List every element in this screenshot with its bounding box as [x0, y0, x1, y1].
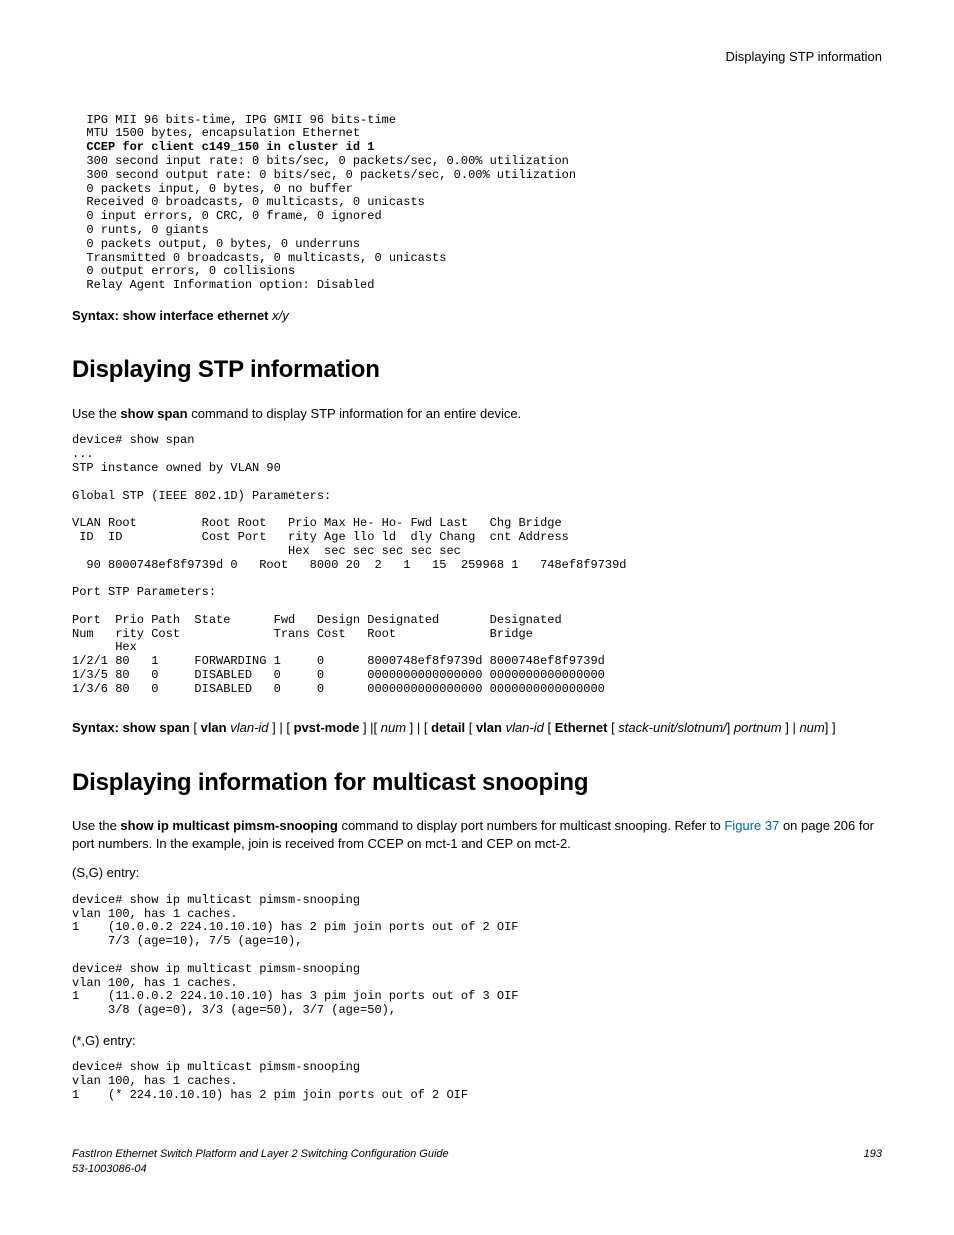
s2l: vlan — [476, 720, 502, 735]
p-stp-cmd: show span — [120, 406, 187, 421]
code-block-sg: device# show ip multicast pimsm-snooping… — [72, 894, 882, 1018]
heading-stp: Displaying STP information — [72, 354, 882, 386]
code1-pre: IPG MII 96 bits-time, IPG GMII 96 bits-t… — [72, 113, 396, 141]
p-stp-1a: Use the — [72, 406, 120, 421]
footer-page-number: 193 — [864, 1147, 882, 1177]
s2p: [ — [607, 720, 618, 735]
syntax-line-1: Syntax: show interface ethernet x/y — [72, 307, 882, 325]
code1-after: 300 second input rate: 0 bits/sec, 0 pac… — [72, 154, 576, 292]
syntax1-italic: x/y — [269, 308, 289, 323]
s2q: stack-unit/slotnum/ — [618, 720, 726, 735]
s2g: ] |[ — [359, 720, 380, 735]
code-block-star-g: device# show ip multicast pimsm-snooping… — [72, 1061, 882, 1102]
code-block-span: device# show span ... STP instance owned… — [72, 434, 882, 696]
s2n: [ — [544, 720, 555, 735]
s2b: [ — [190, 720, 201, 735]
syntax1-prefix: Syntax: show interface ethernet — [72, 308, 269, 323]
s2i: ] | [ — [406, 720, 431, 735]
s2a: Syntax: show span — [72, 720, 190, 735]
s2e: ] | [ — [269, 720, 294, 735]
s2u: num — [799, 720, 824, 735]
code1-bold-line: CCEP for client c149_150 in cluster id 1 — [72, 140, 374, 154]
mc-cmd: show ip multicast pimsm-snooping — [120, 818, 337, 833]
s2v: ] ] — [825, 720, 836, 735]
paragraph-mc-intro: Use the show ip multicast pimsm-snooping… — [72, 817, 882, 852]
footer-doc-number: 53-1003086-04 — [72, 1162, 449, 1177]
star-g-entry-label: (*,G) entry: — [72, 1032, 882, 1050]
s2k: [ — [465, 720, 476, 735]
s2r: ] — [727, 720, 734, 735]
running-header: Displaying STP information — [72, 48, 882, 66]
heading-multicast: Displaying information for multicast sno… — [72, 767, 882, 799]
sg-entry-label: (S,G) entry: — [72, 864, 882, 882]
p-stp-1c: command to display STP information for a… — [188, 406, 522, 421]
mc-1a: Use the — [72, 818, 120, 833]
s2h: num — [381, 720, 406, 735]
s2t: ] | — [782, 720, 800, 735]
s2m: vlan-id — [502, 720, 544, 735]
s2f: pvst-mode — [294, 720, 360, 735]
paragraph-stp-intro: Use the show span command to display STP… — [72, 405, 882, 423]
page-footer: FastIron Ethernet Switch Platform and La… — [72, 1147, 882, 1177]
s2o: Ethernet — [555, 720, 608, 735]
syntax-line-2: Syntax: show span [ vlan vlan-id ] | [ p… — [72, 719, 882, 737]
s2s: portnum — [734, 720, 782, 735]
s2c: vlan — [201, 720, 227, 735]
footer-left-block: FastIron Ethernet Switch Platform and La… — [72, 1147, 449, 1177]
s2j: detail — [431, 720, 465, 735]
code-block-interface: IPG MII 96 bits-time, IPG GMII 96 bits-t… — [72, 114, 882, 293]
mc-1c: command to display port numbers for mult… — [338, 818, 725, 833]
footer-guide-title: FastIron Ethernet Switch Platform and La… — [72, 1147, 449, 1162]
figure-link[interactable]: Figure 37 — [724, 818, 779, 833]
s2d: vlan-id — [227, 720, 269, 735]
